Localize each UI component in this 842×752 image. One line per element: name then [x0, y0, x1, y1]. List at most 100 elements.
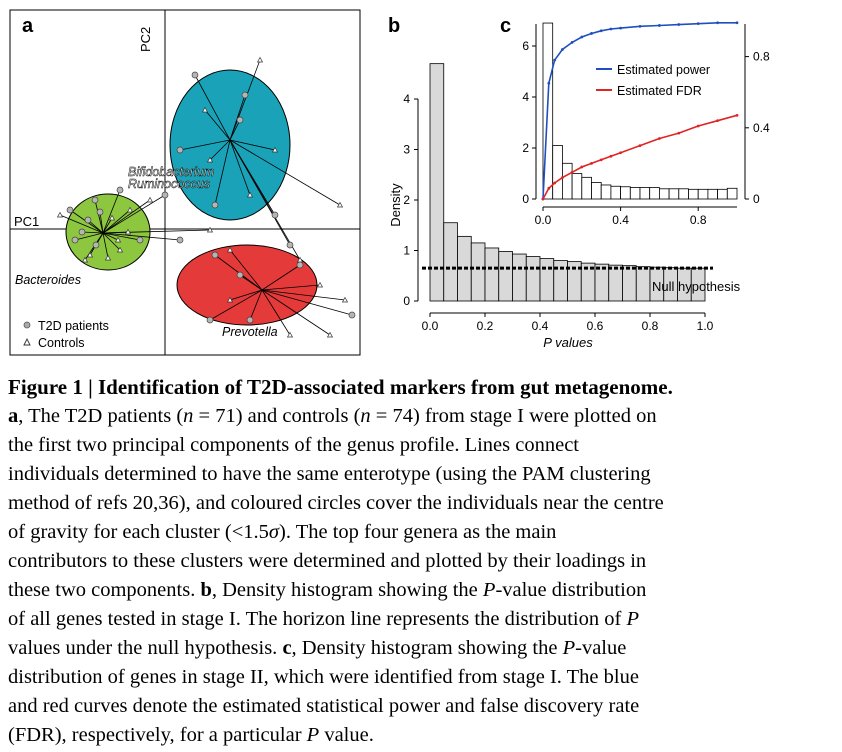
power-point	[547, 81, 551, 85]
power-point	[716, 21, 719, 25]
connection-line	[229, 249, 263, 291]
legend-fdr: Estimated FDR	[617, 84, 702, 98]
connection-line	[261, 289, 353, 316]
individual-triangle	[226, 246, 234, 253]
individual-triangle	[226, 296, 234, 303]
connection-line	[261, 284, 321, 291]
connection-line	[102, 194, 166, 234]
connection-line	[261, 289, 346, 301]
panel-b-x-tick-label: 0.4	[532, 319, 549, 333]
fdr-point	[590, 162, 593, 165]
connection-line	[102, 229, 211, 234]
caption-segment: method of refs 20,36), and coloured circ…	[8, 492, 664, 514]
fdr-point	[735, 113, 739, 117]
individual-circle	[191, 71, 199, 79]
panel-c-bar	[659, 188, 670, 200]
panel-b-bar	[470, 242, 486, 302]
power-point	[590, 32, 593, 35]
caption-segment: of all genes tested in stage I. The hori…	[8, 608, 627, 630]
connection-line	[209, 289, 263, 321]
caption-segment: , The T2D patients (	[18, 405, 184, 427]
connection-line	[229, 139, 251, 196]
caption-line: Figure 1 | Identification of T2D-associa…	[8, 373, 836, 402]
panel-c-bar	[600, 184, 612, 200]
panel-b-bar	[539, 258, 555, 302]
connection-line	[214, 139, 231, 206]
panel-c-x-tick-label: 0.4	[612, 213, 629, 227]
null-hypothesis-label: Null hypothesis	[652, 279, 741, 294]
individual-circle	[246, 316, 254, 324]
fdr-point	[570, 170, 574, 174]
caption-segment: a	[8, 405, 19, 427]
panel-c-bar	[552, 145, 563, 200]
caption-segment: ). The top four genera as the main	[279, 521, 557, 543]
caption-line: method of refs 20,36), and coloured circ…	[8, 489, 836, 518]
fdr-point	[553, 181, 557, 185]
individual-circle	[206, 316, 214, 324]
individual-triangle	[81, 256, 89, 263]
panel-c-bar	[620, 186, 631, 200]
panel-c-axes: 0 2 4 6 0 0.4 0.8 0.0 0.4 0.8	[522, 24, 770, 227]
panel-b-histogram: b Density P values 0 1 2 3 4 0.0 0.2 0.4 0.6 0.8 1…	[388, 15, 741, 350]
fdr-point	[716, 119, 719, 123]
caption-segment: P	[626, 608, 639, 630]
connection-line	[229, 119, 241, 141]
panel-c-bar	[571, 173, 583, 200]
caption-segment: n	[183, 405, 194, 427]
panel-b-y-tick-label: 2	[403, 193, 410, 207]
panel-c-bar	[717, 188, 728, 200]
panel-c-label: c	[500, 15, 511, 37]
panel-c-bar	[668, 188, 680, 200]
panel-b-bar	[635, 266, 651, 302]
individual-circle	[236, 116, 244, 124]
caption-segment: P	[306, 724, 320, 746]
power-point	[561, 48, 564, 51]
panel-c-bar	[629, 187, 641, 200]
panel-c-background	[535, 20, 750, 235]
panel-b-bar	[443, 222, 458, 302]
connection-line	[261, 264, 301, 291]
panel-c-bar	[726, 187, 738, 200]
panel-b-y-tick-label: 4	[403, 92, 410, 106]
caption-segment: -value	[575, 637, 627, 659]
individual-triangle	[104, 254, 112, 261]
connection-line	[194, 74, 231, 141]
caption-segment: Figure 1	[8, 375, 83, 399]
power-point	[570, 40, 574, 44]
connection-line	[229, 59, 261, 141]
legend-controls: Controls	[38, 336, 85, 350]
caption-segment: contributors to these clusters were dete…	[8, 550, 647, 572]
figure-caption: Figure 1 | Identification of T2D-associa…	[8, 373, 836, 750]
individual-circle	[91, 196, 99, 204]
legend-triangle-icon	[23, 337, 31, 346]
power-point	[599, 29, 603, 33]
panel-a-frame	[9, 9, 361, 356]
pc1-label: PC1	[14, 214, 39, 229]
connection-line	[209, 139, 231, 161]
panel-c-bar	[697, 188, 709, 200]
genus-label-prevotella: Prevotella	[222, 325, 278, 339]
panel-b-y-tick-label: 3	[403, 143, 410, 157]
caption-segment: P	[562, 637, 576, 659]
panel-c-right-tick-label: 0.8	[753, 50, 770, 64]
panel-c-bar	[678, 188, 689, 200]
caption-segment: = 71) and controls (	[193, 405, 361, 427]
connection-line	[94, 199, 104, 234]
genus-label-bifidobacterium: Bifidobacterium	[128, 165, 214, 179]
panel-b-bar	[622, 265, 637, 302]
individual-circle	[176, 146, 184, 154]
panel-b-bar	[525, 256, 541, 302]
individual-circle	[176, 236, 184, 244]
individual-triangle	[108, 214, 116, 221]
caption-segment: value.	[319, 724, 374, 746]
fdr-point	[609, 154, 613, 158]
individual-triangle	[56, 211, 64, 218]
individual-markers	[56, 56, 356, 338]
pc2-label: PC2	[138, 27, 153, 52]
panel-c-curves	[541, 21, 739, 201]
caption-segment: distribution of genes in stage II, which…	[8, 666, 639, 688]
caption-segment: (FDR), respectively, for a particular	[8, 724, 307, 746]
power-point	[580, 35, 584, 39]
individual-circle	[236, 271, 244, 279]
individual-triangle	[206, 226, 214, 233]
